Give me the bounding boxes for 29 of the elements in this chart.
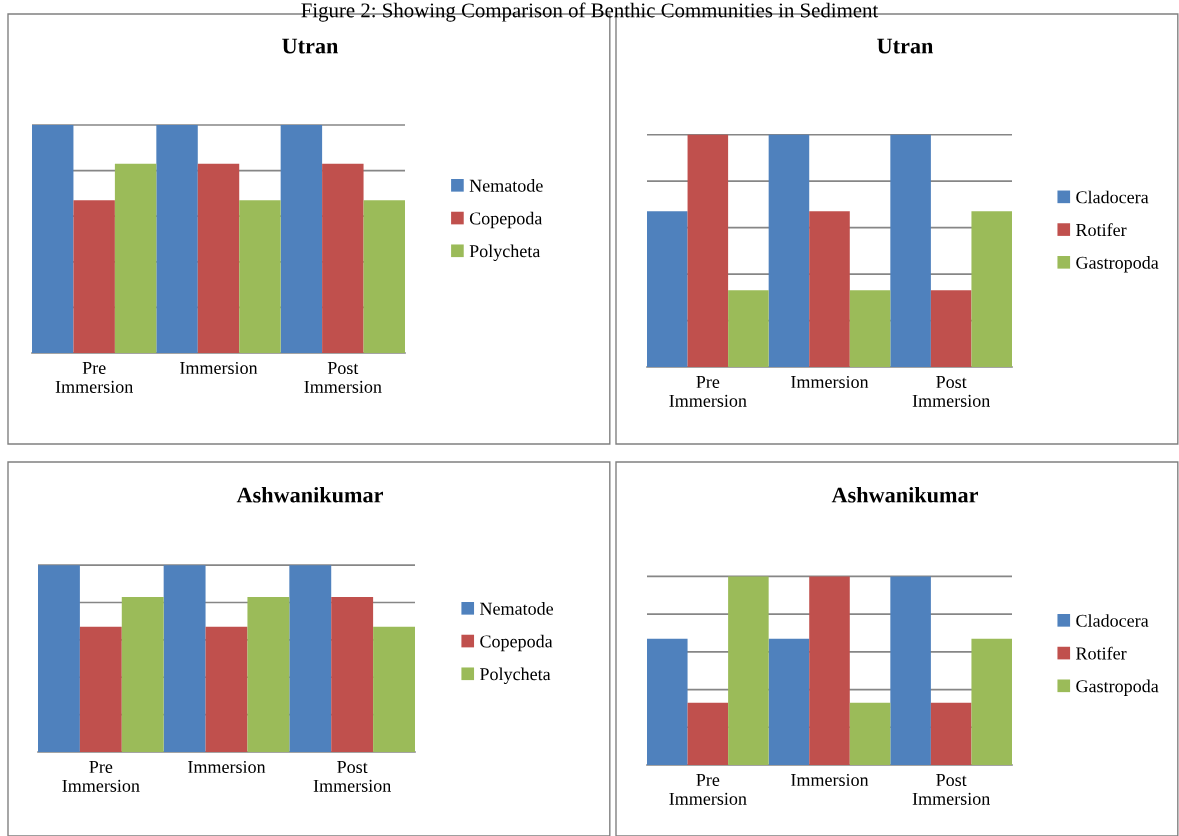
legend-label: Cladocera: [1076, 190, 1149, 204]
x-tick-label: Immersion: [791, 375, 869, 389]
x-tick-label: Immersion: [188, 760, 266, 774]
x-tick-label: Pre Immersion: [669, 376, 747, 407]
x-tick-label: Pre Immersion: [62, 761, 140, 792]
x-tick-label: Immersion: [791, 773, 869, 787]
legend-label: Cladocera: [1076, 614, 1149, 627]
x-tick-label: Post Immersion: [313, 761, 392, 792]
chart-title: Ashwanikumar: [831, 486, 978, 503]
legend-label: Polycheta: [469, 244, 541, 261]
chart-title: Utran: [877, 38, 934, 54]
x-tick-label: Post Immersion: [304, 362, 382, 393]
chart-title: Utran: [282, 38, 339, 54]
x-tick-label: Immersion: [180, 361, 258, 375]
x-tick-label: Pre Immersion: [669, 774, 747, 805]
legend-label: Rotifer: [1076, 223, 1127, 237]
x-tick-label: Post Immersion: [912, 774, 991, 805]
legend-label: Nematode: [469, 179, 543, 192]
legend-label: Nematode: [479, 602, 554, 615]
x-tick-label: Pre Immersion: [55, 362, 134, 393]
legend-label: Copepoda: [480, 634, 553, 652]
caption: Figure 2: Showing Comparison of Benthic Communities in Sediment: [301, 2, 879, 22]
x-tick-label: Post Immersion: [912, 376, 991, 407]
legend-label: Polycheta: [479, 667, 551, 684]
chart-title: Ashwanikumar: [236, 486, 383, 503]
legend-label: Gastropoda: [1076, 679, 1159, 696]
legend-label: Copepoda: [469, 211, 543, 229]
legend-label: Rotifer: [1076, 646, 1127, 660]
legend-label: Gastropoda: [1076, 256, 1159, 273]
